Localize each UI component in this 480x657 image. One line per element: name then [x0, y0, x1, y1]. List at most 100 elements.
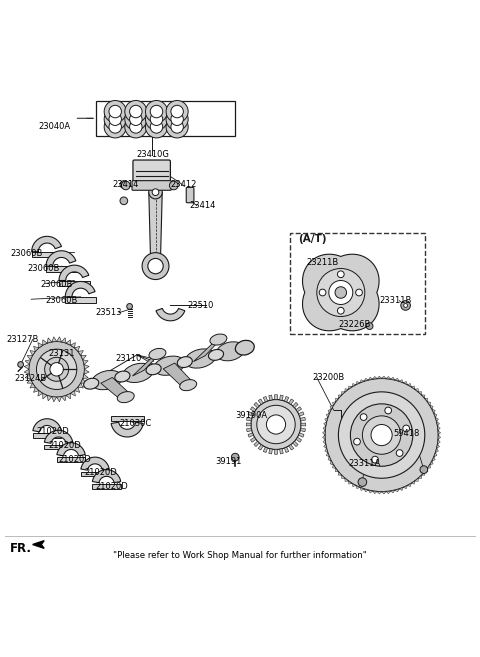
Polygon shape [247, 417, 252, 421]
Polygon shape [438, 440, 440, 444]
Polygon shape [258, 399, 263, 405]
Polygon shape [335, 398, 338, 402]
Polygon shape [434, 453, 437, 457]
Polygon shape [84, 365, 89, 369]
Circle shape [104, 108, 126, 130]
Polygon shape [438, 430, 441, 435]
Text: 23060B: 23060B [28, 264, 60, 273]
Polygon shape [300, 428, 305, 432]
Polygon shape [411, 481, 415, 484]
Polygon shape [348, 481, 352, 484]
Circle shape [142, 253, 169, 279]
Polygon shape [352, 384, 356, 387]
Polygon shape [263, 447, 268, 453]
Polygon shape [364, 489, 368, 492]
Polygon shape [325, 418, 328, 422]
Polygon shape [395, 378, 399, 381]
Polygon shape [132, 351, 162, 376]
Polygon shape [47, 338, 52, 343]
Ellipse shape [177, 357, 192, 367]
Polygon shape [74, 387, 80, 392]
Polygon shape [193, 336, 223, 361]
Polygon shape [348, 386, 352, 389]
Circle shape [257, 405, 295, 443]
Polygon shape [163, 363, 193, 388]
Circle shape [317, 269, 365, 317]
Circle shape [356, 289, 362, 296]
Circle shape [145, 108, 168, 130]
Polygon shape [435, 448, 438, 453]
Polygon shape [44, 430, 73, 443]
Ellipse shape [92, 371, 122, 390]
Polygon shape [373, 491, 377, 493]
Text: 23412: 23412 [170, 180, 197, 189]
Circle shape [335, 286, 347, 298]
Polygon shape [280, 449, 283, 454]
Circle shape [372, 456, 378, 463]
Polygon shape [330, 405, 333, 409]
Polygon shape [333, 402, 336, 405]
Polygon shape [419, 392, 421, 395]
Polygon shape [386, 376, 390, 379]
Polygon shape [258, 445, 263, 450]
Polygon shape [296, 407, 301, 412]
Polygon shape [296, 438, 301, 442]
Text: 59418: 59418 [394, 428, 420, 438]
Text: 23414: 23414 [190, 201, 216, 210]
Polygon shape [330, 461, 333, 464]
Bar [81, 472, 109, 476]
Polygon shape [430, 405, 433, 409]
Polygon shape [61, 338, 66, 343]
Circle shape [401, 301, 410, 310]
Circle shape [166, 116, 188, 138]
Polygon shape [437, 422, 440, 426]
Polygon shape [57, 337, 61, 342]
Polygon shape [345, 389, 348, 392]
FancyBboxPatch shape [132, 181, 171, 191]
Circle shape [420, 466, 428, 474]
Circle shape [36, 349, 77, 390]
Polygon shape [427, 402, 431, 405]
Ellipse shape [149, 348, 166, 359]
Polygon shape [34, 387, 39, 392]
Polygon shape [338, 395, 342, 398]
Bar [57, 457, 85, 462]
Polygon shape [33, 419, 61, 432]
Circle shape [109, 105, 121, 118]
Bar [92, 484, 121, 489]
Polygon shape [432, 457, 435, 461]
Polygon shape [24, 365, 29, 369]
Polygon shape [275, 395, 277, 399]
Polygon shape [408, 484, 411, 487]
Circle shape [231, 453, 239, 461]
Polygon shape [38, 391, 43, 396]
Polygon shape [438, 435, 441, 440]
Circle shape [127, 304, 132, 309]
Circle shape [329, 281, 353, 304]
Bar [290, 233, 425, 334]
Circle shape [150, 105, 163, 118]
Text: FR.: FR. [10, 542, 32, 555]
Polygon shape [411, 386, 415, 389]
Circle shape [319, 289, 326, 296]
Polygon shape [92, 470, 121, 483]
Polygon shape [25, 360, 30, 365]
Text: 21020D: 21020D [48, 441, 81, 449]
Polygon shape [43, 340, 47, 345]
Polygon shape [33, 541, 44, 549]
FancyBboxPatch shape [186, 187, 194, 203]
Circle shape [166, 101, 188, 123]
FancyBboxPatch shape [133, 160, 170, 186]
Polygon shape [248, 433, 253, 438]
Polygon shape [328, 457, 331, 461]
Ellipse shape [237, 342, 252, 353]
Polygon shape [24, 369, 29, 374]
Polygon shape [323, 430, 325, 435]
Circle shape [404, 304, 408, 307]
Circle shape [266, 415, 286, 434]
Polygon shape [368, 490, 373, 493]
Polygon shape [289, 445, 294, 450]
Ellipse shape [185, 349, 216, 368]
Circle shape [403, 425, 409, 432]
Polygon shape [263, 396, 268, 402]
